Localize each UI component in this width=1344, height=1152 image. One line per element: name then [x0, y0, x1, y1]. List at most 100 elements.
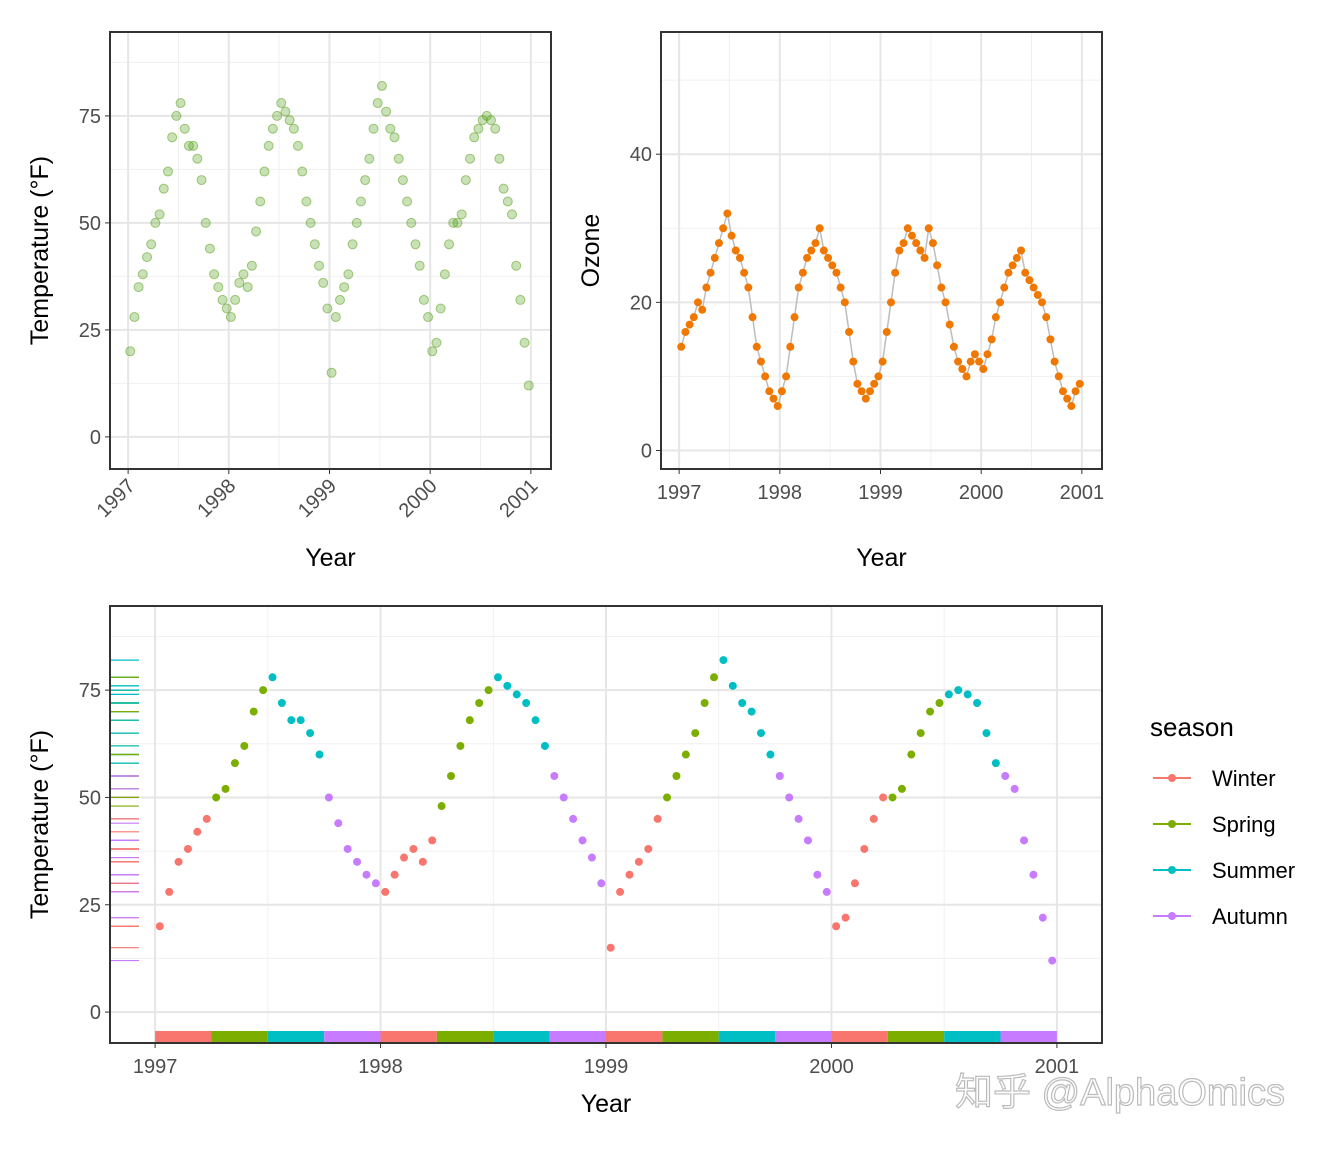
ozone-point [1075, 379, 1084, 388]
ozone-point [1000, 283, 1009, 292]
ozone-point [694, 298, 703, 307]
x-axis-title: Year [856, 544, 907, 572]
temperature-point [360, 175, 371, 186]
season-temperature-point [418, 857, 427, 866]
season-temperature-point [334, 819, 343, 828]
ozone-line-panel: 1997 1998 1999 2000 2001 0 20 40 Year Ozone [577, 31, 1104, 572]
ozone-point [861, 394, 870, 403]
legend-key-point [1168, 820, 1176, 828]
temperature-point [238, 269, 249, 280]
season-temperature-point [869, 814, 878, 823]
season-temperature-point [606, 943, 615, 952]
ozone-point [937, 283, 946, 292]
season-temperature-point [785, 793, 794, 802]
y-axis-title: Ozone [577, 214, 605, 288]
temperature-point [150, 217, 161, 228]
ozone-point [853, 379, 862, 388]
ozone-point [786, 342, 795, 351]
season-bar-segment [831, 1031, 888, 1042]
season-temperature-point [926, 707, 935, 716]
ozone-point [744, 283, 753, 292]
ozone-point [891, 268, 900, 277]
temperature-point [435, 303, 446, 314]
season-temperature-point [456, 741, 465, 750]
temperature-point [431, 337, 442, 348]
temperature-point [418, 294, 429, 305]
ozone-point [870, 379, 879, 388]
y-tick-label: 0 [90, 427, 101, 449]
ozone-point [945, 320, 954, 329]
season-temperature-point [897, 784, 906, 793]
temperature-point [225, 312, 236, 323]
ozone-point [803, 253, 812, 262]
temperature-point [347, 239, 358, 250]
temperature-point [376, 80, 387, 91]
ozone-point [761, 372, 770, 381]
ozone-point [714, 239, 723, 248]
ozone-point [706, 268, 715, 277]
temperature-point [473, 123, 484, 134]
season-temperature-point [860, 844, 869, 853]
x-tick-label: 1999 [584, 1056, 629, 1078]
ozone-point [1046, 335, 1055, 344]
temperature-point [351, 217, 362, 228]
season-temperature-point [512, 690, 521, 699]
ozone-point [1050, 357, 1059, 366]
ozone-point [840, 298, 849, 307]
season-temperature-point [371, 879, 380, 888]
season-temperature-point [616, 887, 625, 896]
temperature-point [490, 123, 501, 134]
temperature-point [322, 303, 333, 314]
season-temperature-point [653, 814, 662, 823]
temperature-point [305, 217, 316, 228]
ozone-point [1038, 298, 1047, 307]
temperature-point [200, 217, 211, 228]
season-temperature-point [757, 729, 765, 738]
ozone-point [815, 224, 824, 233]
season-temperature-point [747, 707, 756, 716]
temperature-point [414, 260, 425, 271]
season-temperature-point [813, 870, 822, 879]
ozone-point [685, 320, 694, 329]
season-temperature-point [841, 913, 850, 922]
temperature-point [469, 132, 480, 143]
season-temperature-point [503, 681, 512, 690]
ozone-point [731, 246, 740, 255]
panel-border [109, 31, 552, 470]
season-bar-segment [775, 1031, 832, 1042]
season-temperature-point [531, 716, 540, 725]
season-temperature-point [569, 814, 578, 823]
season-temperature-point [803, 836, 812, 845]
season-temperature-point [916, 729, 925, 738]
season-temperature-point [710, 673, 719, 682]
temperature-point [167, 132, 178, 143]
ozone-point [954, 357, 963, 366]
temperature-point [213, 282, 224, 293]
legend-key-point [1168, 912, 1176, 920]
x-tick-label: 2000 [395, 475, 442, 522]
y-axis-title: Temperature (°F) [26, 156, 54, 345]
y-tick-label: 25 [79, 320, 101, 342]
temperature-point [410, 239, 421, 250]
ozone-point [966, 357, 975, 366]
temperature-point [465, 153, 476, 164]
season-temperature-point [155, 922, 164, 931]
ozone-point [979, 365, 988, 374]
panel-border [660, 31, 1103, 470]
season-bar-segment [944, 1031, 1001, 1042]
ozone-point [1017, 246, 1026, 255]
season-temperature-point [287, 716, 296, 725]
season-temperature-point [183, 844, 192, 853]
season-temperature-point [587, 853, 596, 862]
temperature-point [276, 98, 287, 109]
ozone-point [723, 209, 732, 218]
legend-label-summer: Summer [1212, 858, 1295, 883]
season-temperature-point [1029, 870, 1038, 879]
ozone-point [958, 365, 967, 374]
temperature-point [515, 294, 526, 305]
panel-border [109, 605, 1103, 1044]
y-tick-label: 20 [630, 292, 652, 314]
season-temperature-point [437, 802, 446, 811]
season-temperature-point [306, 729, 315, 738]
